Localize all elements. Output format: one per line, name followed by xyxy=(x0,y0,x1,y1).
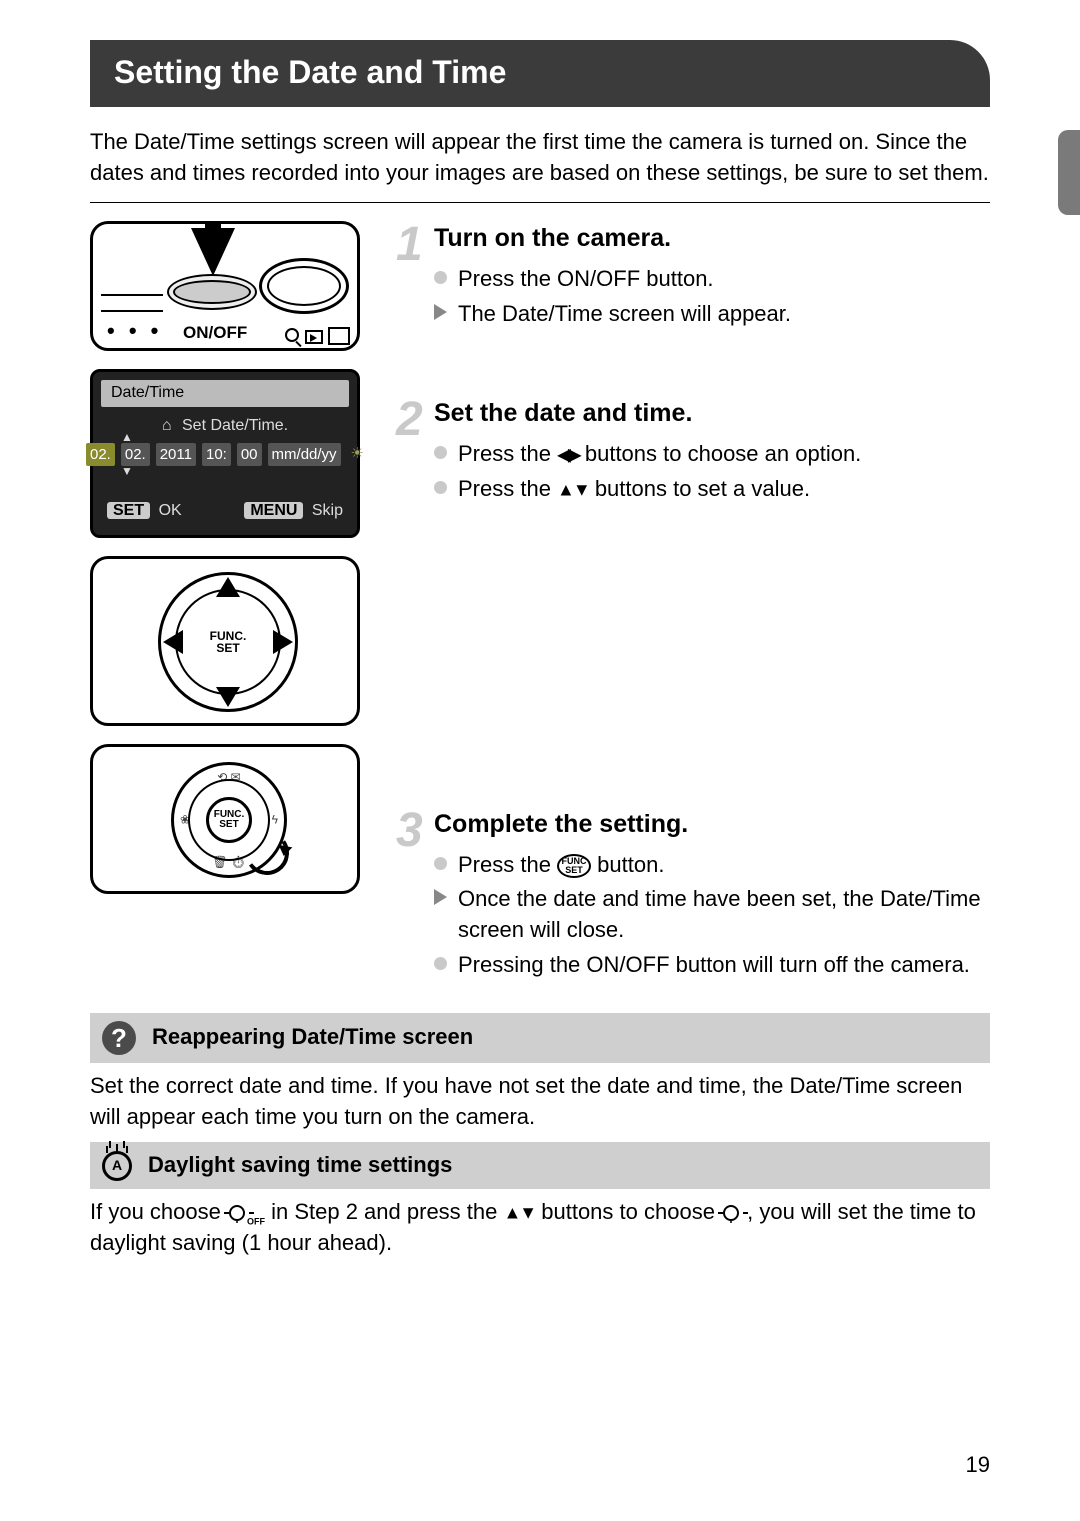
left-right-icon: ◀▶ xyxy=(557,445,579,465)
lcd-cell: 10: xyxy=(202,443,231,466)
flash-icon: ϟ xyxy=(272,811,278,828)
lcd-title: Date/Time xyxy=(101,380,349,406)
func-set-button-illustration: FUNC.SET xyxy=(206,797,252,843)
figure-power: • • • ON/OFF xyxy=(90,221,360,351)
figure-wheel-arrows: FUNC.SET xyxy=(90,556,360,726)
info-reappearing-body: Set the correct date and time. If you ha… xyxy=(90,1071,990,1133)
info-title: Reappearing Date/Time screen xyxy=(152,1022,473,1053)
dst-icon: ☀ xyxy=(351,443,364,466)
func-set-label: FUNC.SET xyxy=(210,630,247,654)
step-item: Pressing the ON/OFF button will turn off… xyxy=(434,950,990,981)
small-icon: ⟲ ✉ xyxy=(217,769,240,786)
dst-off-icon xyxy=(229,1205,245,1221)
step-1: 1 Turn on the camera. Press the ON/OFF b… xyxy=(396,221,990,330)
content-row: • • • ON/OFF Date/Time ⌂ Set Date/Time. … xyxy=(90,221,990,1002)
func-set-inline-icon: FUNCSET xyxy=(557,854,591,878)
page-number: 19 xyxy=(966,1450,990,1481)
intro-text: The Date/Time settings screen will appea… xyxy=(90,127,990,189)
tip-bulb-icon xyxy=(102,1151,132,1181)
home-icon: ⌂ xyxy=(162,415,172,437)
arrow-down-icon xyxy=(191,228,235,276)
step-title: Complete the setting. xyxy=(434,807,990,842)
page-title: Setting the Date and Time xyxy=(114,54,506,90)
step-item: Press the ON/OFF button. xyxy=(434,264,990,295)
info-reappearing-header: ? Reappearing Date/Time screen xyxy=(90,1013,990,1063)
step-2: 2 Set the date and time. Press the ◀▶ bu… xyxy=(396,396,990,505)
step-number: 2 xyxy=(396,386,423,453)
figure-wheel-func: FUNC.SET ⟲ ✉ ❀ ϟ 🗑 ⏱ xyxy=(90,744,360,894)
lcd-date-row: ▲ 02. 02. 2011 10: 00 mm/dd/yy ☀ ▼ xyxy=(93,443,357,466)
thumb-tab xyxy=(1058,130,1080,215)
arrow-left-icon xyxy=(163,630,183,654)
step-item: Once the date and time have been set, th… xyxy=(434,884,990,946)
up-down-icon: ▲▼ xyxy=(557,479,589,499)
step-item: Press the ▲▼ buttons to set a value. xyxy=(434,474,990,505)
lcd-cell: 02. xyxy=(86,443,115,466)
arrow-right-icon xyxy=(273,630,293,654)
step-title: Set the date and time. xyxy=(434,396,990,431)
step-item: The Date/Time screen will appear. xyxy=(434,299,990,330)
lcd-set-ok: SET OK xyxy=(107,500,182,522)
arrow-up-icon xyxy=(216,577,240,597)
step-number: 3 xyxy=(396,797,423,864)
step-3: 3 Complete the setting. Press the FUNCSE… xyxy=(396,807,990,981)
macro-icon: ❀ xyxy=(180,811,190,828)
magnify-icon xyxy=(285,328,299,342)
lcd-menu-skip: MENU Skip xyxy=(244,500,343,522)
dst-on-icon xyxy=(723,1205,739,1221)
page-title-bar: Setting the Date and Time xyxy=(90,40,990,107)
figures-column: • • • ON/OFF Date/Time ⌂ Set Date/Time. … xyxy=(90,221,370,1002)
trash-timer-icon: 🗑 ⏱ xyxy=(212,854,246,871)
step-item: Press the ◀▶ buttons to choose an option… xyxy=(434,439,990,470)
divider xyxy=(90,202,990,203)
caret-down-icon: ▼ xyxy=(121,463,133,480)
mode-dial-illustration xyxy=(259,258,349,314)
step-number: 1 xyxy=(396,211,423,278)
lcd-cell: mm/dd/yy xyxy=(268,443,341,466)
arrow-down-icon xyxy=(216,687,240,707)
lcd-cell: 00 xyxy=(237,443,262,466)
step-item: Press the FUNCSET button. xyxy=(434,850,990,881)
power-button-illustration xyxy=(167,274,257,310)
lcd-cell: 2011 xyxy=(156,443,196,466)
up-down-icon: ▲▼ xyxy=(503,1203,535,1223)
frames-icon xyxy=(331,330,349,344)
info-title: Daylight saving time settings xyxy=(148,1150,452,1181)
question-icon: ? xyxy=(102,1021,136,1055)
onoff-label: ON/OFF xyxy=(183,321,247,345)
info-dst-body: If you choose OFF in Step 2 and press th… xyxy=(90,1197,990,1259)
steps-column: 1 Turn on the camera. Press the ON/OFF b… xyxy=(396,221,990,1002)
info-dst-header: Daylight saving time settings xyxy=(90,1142,990,1189)
playback-icon xyxy=(305,330,323,344)
caret-up-icon: ▲ xyxy=(121,429,133,446)
figure-lcd: Date/Time ⌂ Set Date/Time. ▲ 02. 02. 201… xyxy=(90,369,360,537)
step-title: Turn on the camera. xyxy=(434,221,990,256)
